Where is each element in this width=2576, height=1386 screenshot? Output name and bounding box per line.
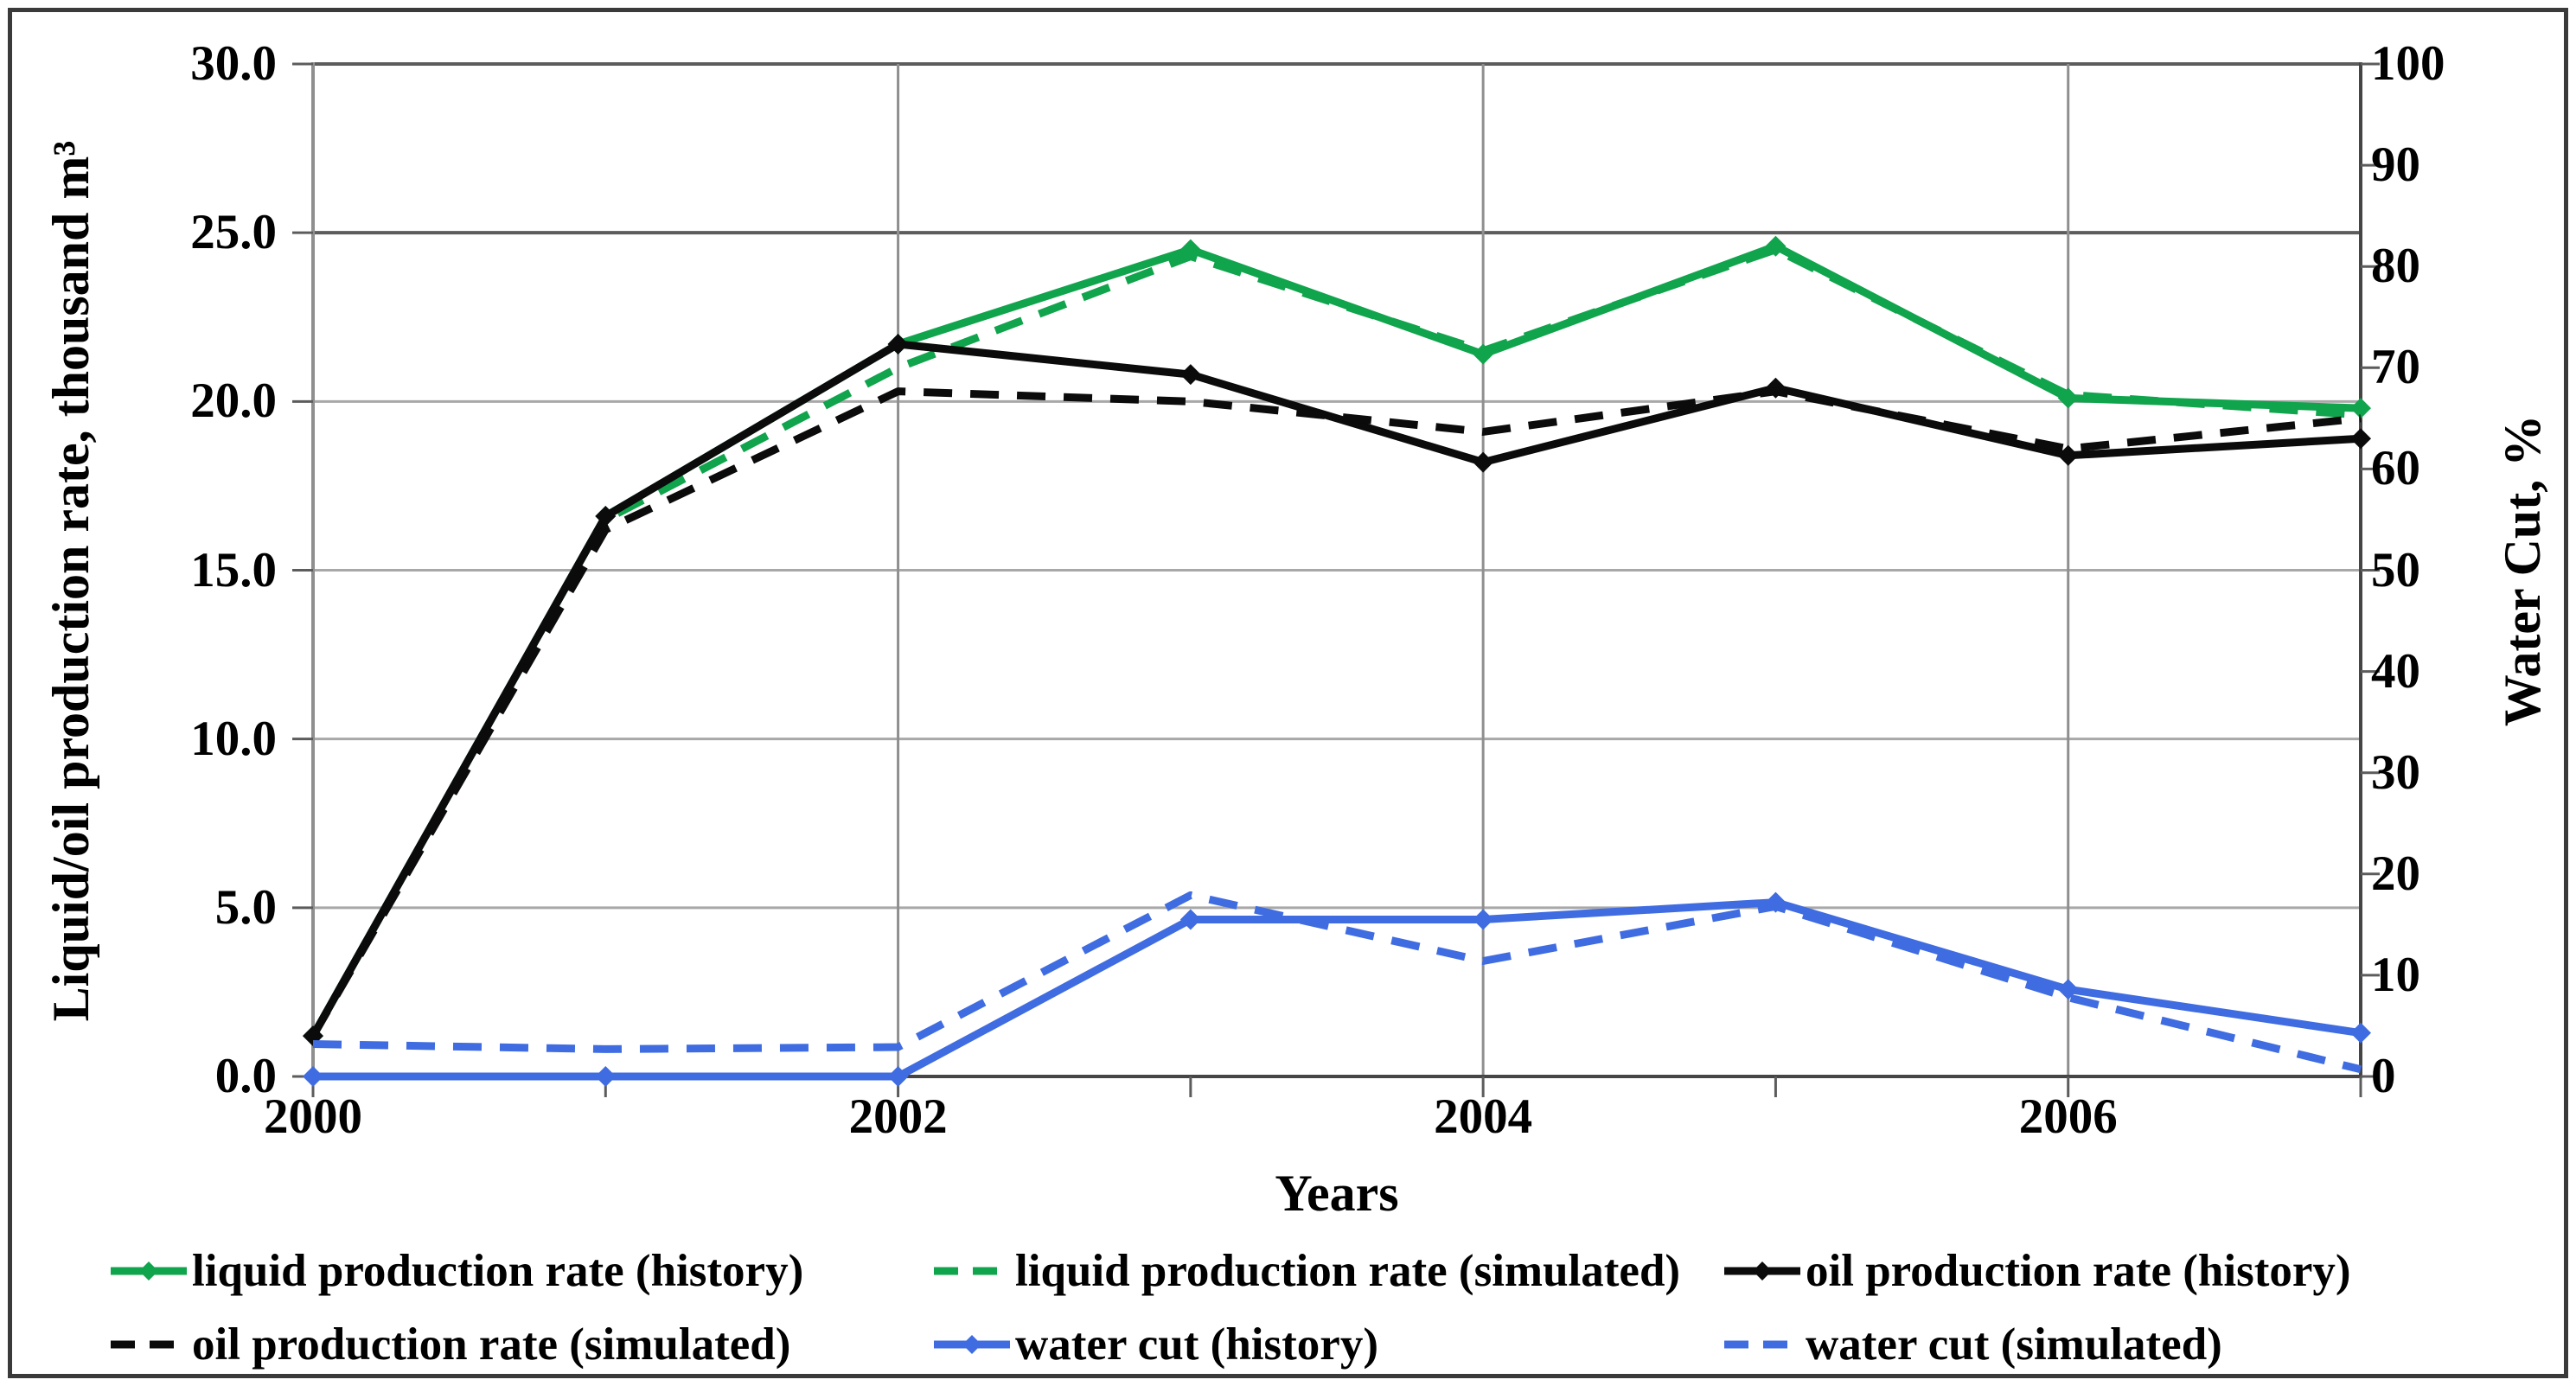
left-axis-tick-label: 30.0 [190,36,277,91]
data-point-marker [887,1066,909,1087]
data-point-marker [303,1066,323,1087]
legend-item-water-cut-simulated: water cut (simulated) [1724,1319,2351,1370]
legend-sample-marker [962,1335,981,1354]
legend-label: water cut (history) [1015,1319,1378,1370]
x-axis-tick-label: 2000 [264,1089,362,1144]
legend-label: liquid production rate (history) [192,1246,804,1296]
x-axis-tick-label: 2002 [848,1089,948,1144]
data-point-marker [595,506,617,527]
water-cut-simulated-line [312,891,2362,1074]
water-cut-history-series [303,891,2371,1087]
gridlines [313,62,2361,1076]
legend-line-sample-oil-production-rate-simulated [111,1340,187,1349]
legend-column-1: liquid production rate (history) oil prod… [111,1245,803,1370]
x-axis-tick-label: 2006 [2018,1089,2118,1144]
legend-line-sample-water-cut-simulated [1724,1340,1800,1349]
data-point-marker [2057,444,2079,466]
data-point-marker [2350,428,2371,450]
legend-label: oil production rate (history) [1806,1246,2351,1296]
data-point-marker [2057,979,2079,1000]
legend-item-water-cut-history: water cut (history) [934,1319,1680,1370]
data-point-marker [2350,1022,2371,1044]
liquid-production-rate-simulated-line [310,246,2362,1038]
legend-label: liquid production rate (simulated) [1015,1246,1681,1296]
x-axis-title: Years [1275,1165,1399,1222]
data-point-marker [2350,398,2371,419]
legend-item-liquid-production-rate-simulated: liquid production rate (simulated) [934,1245,1680,1297]
left-axis-tick-label: 0.0 [214,1049,277,1103]
left-axis-tick-label: 20.0 [190,374,277,429]
water-cut-history-line [313,898,2362,1081]
legend-column-2: liquid production rate (simulated) water … [934,1245,1680,1370]
data-point-marker [1473,909,1494,930]
data-point-marker [887,333,909,354]
left-axis-tick-label: 15.0 [190,542,277,597]
right-axis-tick-label: 10 [2371,947,2420,1002]
liquid-production-rate-simulated-series [310,246,2362,1038]
oil-production-rate-simulated-line [310,387,2362,1038]
right-axis-tick-label: 70 [2371,340,2420,395]
data-point-marker [595,1066,617,1087]
oil-production-rate-simulated-series [310,387,2362,1038]
right-axis-tick-label: 80 [2371,239,2420,294]
data-point-marker [1179,909,1201,930]
oil-production-rate-history-series [303,333,2371,1047]
right-axis-tick-label: 40 [2371,643,2420,699]
liquid-production-rate-history-series [303,235,2371,1047]
legend-item-liquid-production-rate-history: liquid production rate (history) [111,1245,803,1297]
legend-sample-marker [139,1261,158,1281]
legend-sample-marker [1753,1261,1772,1281]
oil-production-rate-history-line [310,340,2362,1038]
right-axis-tick-label: 90 [2371,137,2420,193]
left-axis-tick-label: 25.0 [190,205,277,260]
data-point-marker [1179,364,1201,386]
right-axis-tick-label: 30 [2371,744,2420,800]
water-cut-simulated-series [312,891,2362,1074]
legend-line-sample-water-cut-history [934,1335,1010,1354]
legend-line-sample-liquid-production-rate-simulated [934,1267,1010,1275]
x-axis-tick-label: 2004 [1434,1089,1533,1144]
left-axis-tick-label: 5.0 [214,879,277,935]
right-axis-tick-label: 20 [2371,846,2420,901]
legend-line-sample-liquid-production-rate-history [111,1261,187,1281]
legend-label: water cut (simulated) [1806,1319,2222,1370]
legend-item-oil-production-rate-simulated: oil production rate (simulated) [111,1319,803,1370]
data-point-marker [1473,451,1494,473]
legend-item-oil-production-rate-history: oil production rate (history) [1724,1245,2351,1297]
right-axis-tick-label: 100 [2371,36,2445,91]
right-axis-tick-label: 50 [2371,542,2420,597]
right-axis-tick-label: 60 [2371,441,2420,496]
legend-column-3: oil production rate (history) water cut (… [1724,1245,2351,1370]
legend-line-sample-oil-production-rate-history [1724,1261,1800,1281]
tick-marks [292,62,2380,1097]
right-axis-tick-label: 0 [2371,1049,2396,1103]
left-axis-tick-label: 10.0 [190,711,277,766]
legend-label: oil production rate (simulated) [192,1319,791,1370]
